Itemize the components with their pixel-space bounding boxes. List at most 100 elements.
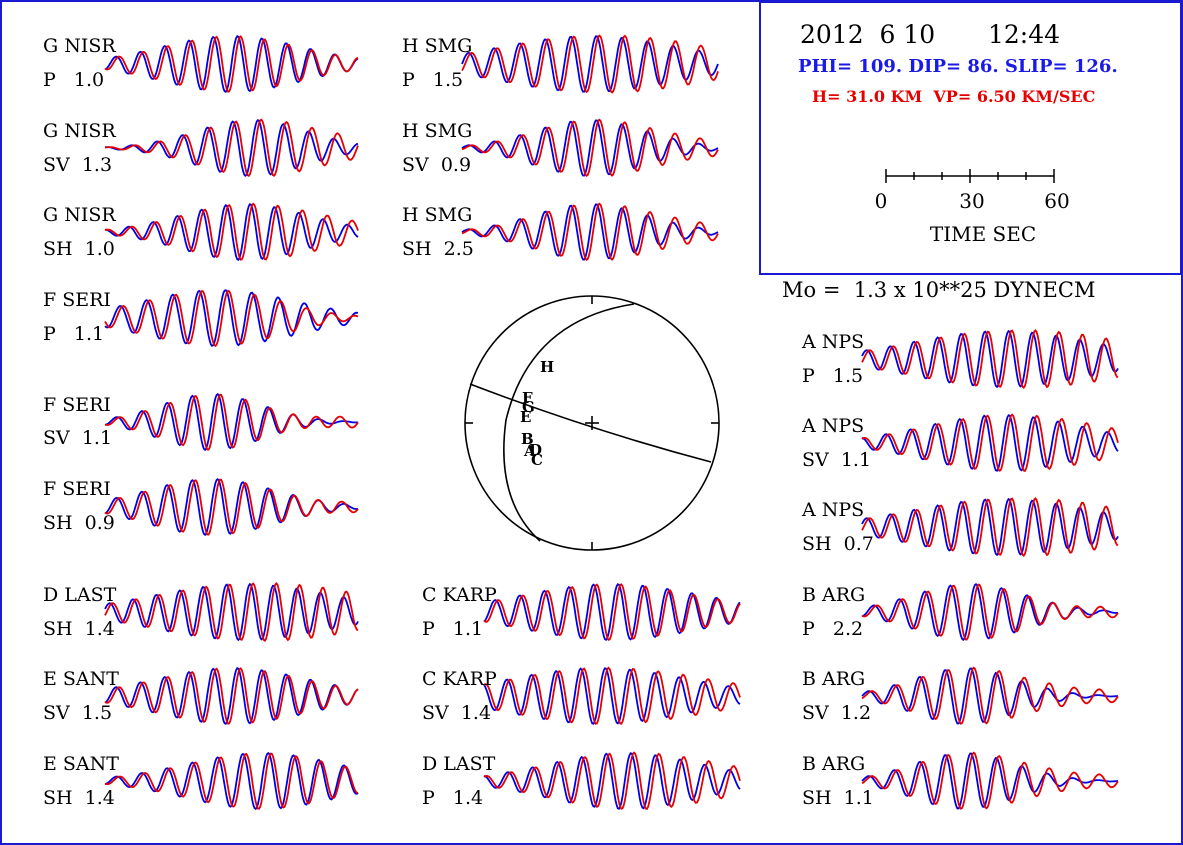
trace-phase-label: P 1.1 bbox=[422, 618, 484, 640]
trace-station-label: F SERI bbox=[43, 478, 111, 500]
bb-label-f: F bbox=[522, 389, 533, 407]
trace-station-label: H SMG bbox=[402, 35, 473, 57]
bb-label-c: C bbox=[531, 451, 543, 469]
synthetic-trace bbox=[483, 751, 741, 810]
trace-station-label: C KARP bbox=[422, 584, 497, 606]
trace-phase-label: P 1.5 bbox=[402, 69, 464, 91]
nodal-plane-2 bbox=[503, 303, 635, 542]
depth-velocity: H= 31.0 KM VP= 6.50 KM/SEC bbox=[812, 87, 1096, 106]
synthetic-trace bbox=[104, 667, 359, 725]
observed-trace bbox=[483, 667, 741, 725]
nodal-plane-1 bbox=[469, 383, 712, 463]
synthetic-trace bbox=[461, 202, 719, 262]
observed-trace bbox=[861, 667, 1119, 725]
observed-trace bbox=[861, 582, 1119, 642]
trace-station-label: D LAST bbox=[422, 753, 496, 775]
trace-phase-label: SH 2.5 bbox=[402, 238, 474, 260]
observed-trace bbox=[461, 119, 719, 177]
synthetic-trace bbox=[861, 329, 1119, 390]
trace-phase-label: SH 0.7 bbox=[802, 533, 874, 555]
synthetic-trace bbox=[861, 666, 1119, 725]
header-box bbox=[759, 1, 1182, 275]
observed-trace bbox=[483, 583, 741, 641]
synthetic-trace bbox=[104, 289, 359, 348]
synthetic-trace bbox=[483, 666, 741, 725]
trace-station-label: H SMG bbox=[402, 204, 473, 226]
synthetic-trace bbox=[104, 118, 359, 177]
observed-trace bbox=[104, 582, 359, 642]
trace-phase-label: P 1.4 bbox=[422, 787, 484, 809]
trace-phase-label: P 1.1 bbox=[43, 323, 105, 345]
trace-phase-label: P 1.0 bbox=[43, 69, 105, 91]
observed-trace bbox=[461, 35, 719, 93]
trace-station-label: A NPS bbox=[802, 415, 865, 437]
observed-trace bbox=[104, 203, 359, 261]
observed-trace bbox=[104, 667, 359, 725]
scale-axis-label: TIME SEC bbox=[930, 222, 1036, 246]
synthetic-trace bbox=[104, 393, 359, 451]
observed-trace bbox=[861, 414, 1119, 472]
observed-trace bbox=[483, 752, 741, 810]
synthetic-trace bbox=[104, 478, 359, 536]
trace-station-label: D LAST bbox=[43, 584, 117, 606]
observed-trace bbox=[461, 203, 719, 261]
synthetic-trace bbox=[104, 35, 359, 93]
trace-phase-label: SH 1.4 bbox=[43, 618, 115, 640]
trace-phase-label: SH 1.4 bbox=[43, 787, 115, 809]
trace-station-label: F SERI bbox=[43, 289, 111, 311]
observed-trace bbox=[861, 752, 1119, 810]
synthetic-trace bbox=[861, 751, 1119, 810]
trace-station-label: E SANT bbox=[43, 668, 119, 690]
bb-label-g: G bbox=[522, 398, 535, 416]
synthetic-trace bbox=[861, 497, 1119, 558]
trace-station-label: A NPS bbox=[802, 331, 865, 353]
observed-trace bbox=[861, 497, 1119, 557]
trace-station-label: F SERI bbox=[43, 394, 111, 416]
trace-station-label: B ARG bbox=[802, 753, 866, 775]
synthetic-trace bbox=[104, 582, 359, 642]
bb-label-e: E bbox=[520, 408, 531, 426]
trace-phase-label: SV 1.5 bbox=[43, 702, 113, 724]
trace-station-label: A NPS bbox=[802, 499, 865, 521]
trace-station-label: B ARG bbox=[802, 584, 866, 606]
observed-trace bbox=[104, 392, 358, 452]
trace-phase-label: SV 0.9 bbox=[402, 154, 472, 176]
trace-station-label: G NISR bbox=[43, 204, 116, 226]
trace-phase-label: P 1.5 bbox=[802, 365, 864, 387]
trace-phase-label: SV 1.4 bbox=[422, 702, 492, 724]
trace-station-label: E SANT bbox=[43, 753, 119, 775]
scale-tick-60: 60 bbox=[1044, 189, 1069, 213]
trace-station-label: C KARP bbox=[422, 668, 497, 690]
bb-label-h: H bbox=[540, 358, 554, 376]
trace-phase-label: SV 1.1 bbox=[43, 427, 113, 449]
trace-phase-label: SV 1.3 bbox=[43, 154, 113, 176]
trace-station-label: G NISR bbox=[43, 120, 116, 142]
observed-trace bbox=[104, 477, 359, 537]
trace-phase-label: SH 1.0 bbox=[43, 238, 115, 260]
observed-trace bbox=[861, 329, 1119, 389]
synthetic-trace bbox=[461, 34, 719, 94]
seismic-moment: Mo = 1.3 x 10**25 DYNECM bbox=[782, 278, 1096, 302]
synthetic-trace bbox=[461, 118, 719, 178]
event-time: 12:44 bbox=[988, 20, 1061, 49]
event-date: 2012 6 10 bbox=[800, 20, 936, 49]
trace-station-label: G NISR bbox=[43, 35, 116, 57]
synthetic-trace bbox=[483, 583, 741, 641]
time-scale-bar bbox=[885, 169, 1055, 183]
trace-station-label: B ARG bbox=[802, 668, 866, 690]
trace-phase-label: SV 1.1 bbox=[802, 449, 872, 471]
trace-phase-label: SH 0.9 bbox=[43, 512, 115, 534]
synthetic-trace bbox=[104, 202, 359, 261]
observed-trace bbox=[104, 118, 359, 178]
trace-phase-label: P 2.2 bbox=[802, 618, 864, 640]
focal-mechanism-beachball bbox=[464, 295, 720, 551]
scale-tick-0: 0 bbox=[875, 189, 888, 213]
bb-label-b: B bbox=[521, 430, 534, 448]
mechanism-parameters: PHI= 109. DIP= 86. SLIP= 126. bbox=[798, 56, 1118, 77]
bb-label-d: D bbox=[529, 441, 542, 459]
observed-trace bbox=[104, 289, 359, 347]
synthetic-trace bbox=[861, 413, 1119, 472]
beachball-station-labels: H F G E B A D C bbox=[520, 358, 554, 469]
synthetic-trace bbox=[861, 583, 1119, 641]
scale-tick-30: 30 bbox=[959, 189, 984, 213]
